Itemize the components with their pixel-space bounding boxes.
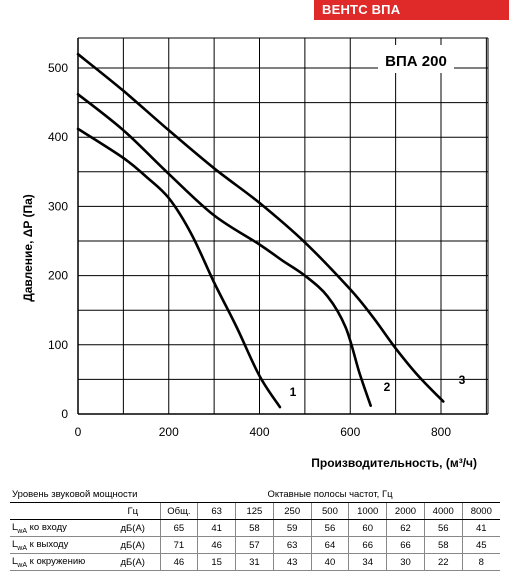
y-tick-label: 500: [48, 61, 68, 75]
table-row: LwA к выходу дБ(А) 71 46 57 63 64 66 66 58 45: [10, 536, 500, 554]
band-header: 500: [310, 502, 349, 520]
table-cell: 56: [423, 519, 463, 537]
y-tick-label: 200: [48, 269, 68, 283]
table-row: LwA ко входу дБ(А) 65 41 58 59 56 60 62 56 41: [10, 519, 500, 537]
band-header: 125: [235, 502, 274, 520]
table-cell: 62: [386, 519, 425, 537]
band-header: 250: [272, 502, 312, 520]
table-row: LwA к окружению дБ(А) 46 15 31 43 40 34 30 22 8: [10, 553, 500, 571]
bands-title: Октавные полосы частот, Гц: [160, 486, 500, 503]
sound-power-table: Уровень звуковой мощности Октавные полос…: [10, 486, 500, 571]
table-title: Уровень звуковой мощности: [10, 486, 160, 503]
table-cell: 43: [272, 553, 312, 571]
row-unit: дБ(А): [106, 519, 160, 537]
curve-label-2: 2: [384, 380, 391, 394]
fan-curve-chart: 0 200 400 600 800 0 100 200 300 400 500 1 2 3 ВПА 20…: [21, 37, 489, 470]
table-cell: 56: [310, 519, 349, 537]
table-cell: 40: [310, 553, 349, 571]
table-cell: 46: [159, 553, 198, 571]
x-axis-label: Производительность, (м³/ч): [311, 456, 477, 470]
row-label: LwA ко входу: [10, 519, 106, 537]
table-cell: 15: [197, 553, 236, 571]
table-cell: 57: [235, 536, 274, 554]
chart-curves: [76, 52, 445, 409]
table-cell: 22: [423, 553, 463, 571]
band-header: 8000: [461, 502, 500, 520]
table-cell: 60: [348, 519, 387, 537]
y-tick-label: 0: [61, 407, 68, 421]
band-header: 4000: [423, 502, 463, 520]
table-cell: 34: [348, 553, 387, 571]
curve-2: [76, 93, 372, 407]
table-cell: 41: [461, 519, 500, 537]
table-cell: 66: [348, 536, 387, 554]
table-header-row: Гц Общ. 63 125 250 500 1000 2000 4000 8000: [10, 502, 500, 520]
table-cell: 58: [423, 536, 463, 554]
curve-label-1: 1: [290, 385, 297, 399]
chart-axes: [77, 38, 488, 415]
table-cell: 30: [386, 553, 425, 571]
curve-3: [76, 52, 445, 403]
curve-label-3: 3: [459, 373, 466, 387]
chart-title: ВПА 200: [385, 53, 447, 70]
curve-1: [76, 127, 282, 409]
hz-label: Гц: [106, 502, 160, 520]
table-cell: 66: [386, 536, 425, 554]
chart-labels: 1 2 3: [290, 373, 466, 399]
brand-banner: ВЕНТС ВПА: [314, 0, 509, 20]
table-cell: 45: [461, 536, 500, 554]
band-header: 63: [197, 502, 236, 520]
band-header: 1000: [348, 502, 387, 520]
chart-grid: [77, 37, 489, 415]
band-header: Общ.: [159, 502, 198, 520]
y-axis-label: Давление, ΔP (Па): [21, 194, 35, 302]
table-cell: 58: [235, 519, 274, 537]
y-tick-label: 100: [48, 338, 68, 352]
row-label: LwA к окружению: [10, 553, 106, 571]
table-cell: 65: [159, 519, 198, 537]
y-tick-label: 400: [48, 130, 68, 144]
x-tick-label: 0: [75, 425, 82, 439]
table-cell: 41: [197, 519, 236, 537]
row-unit: дБ(А): [106, 536, 160, 554]
table-cell: 8: [461, 553, 500, 571]
table-cell: 31: [235, 553, 274, 571]
table-cell: 59: [272, 519, 312, 537]
row-label: LwA к выходу: [10, 536, 106, 554]
band-header: 2000: [386, 502, 425, 520]
table-cell: 64: [310, 536, 349, 554]
x-tick-label: 800: [431, 425, 451, 439]
x-tick-label: 600: [340, 425, 360, 439]
chart-title-box: [378, 45, 454, 73]
table-cell: 63: [272, 536, 312, 554]
table-cell: 46: [197, 536, 236, 554]
x-tick-label: 200: [159, 425, 179, 439]
table-cell: 71: [159, 536, 198, 554]
x-tick-label: 400: [249, 425, 269, 439]
y-tick-label: 300: [48, 199, 68, 213]
row-unit: дБ(А): [106, 553, 160, 571]
chart-ticks: 0 200 400 600 800 0 100 200 300 400 500: [48, 61, 451, 439]
